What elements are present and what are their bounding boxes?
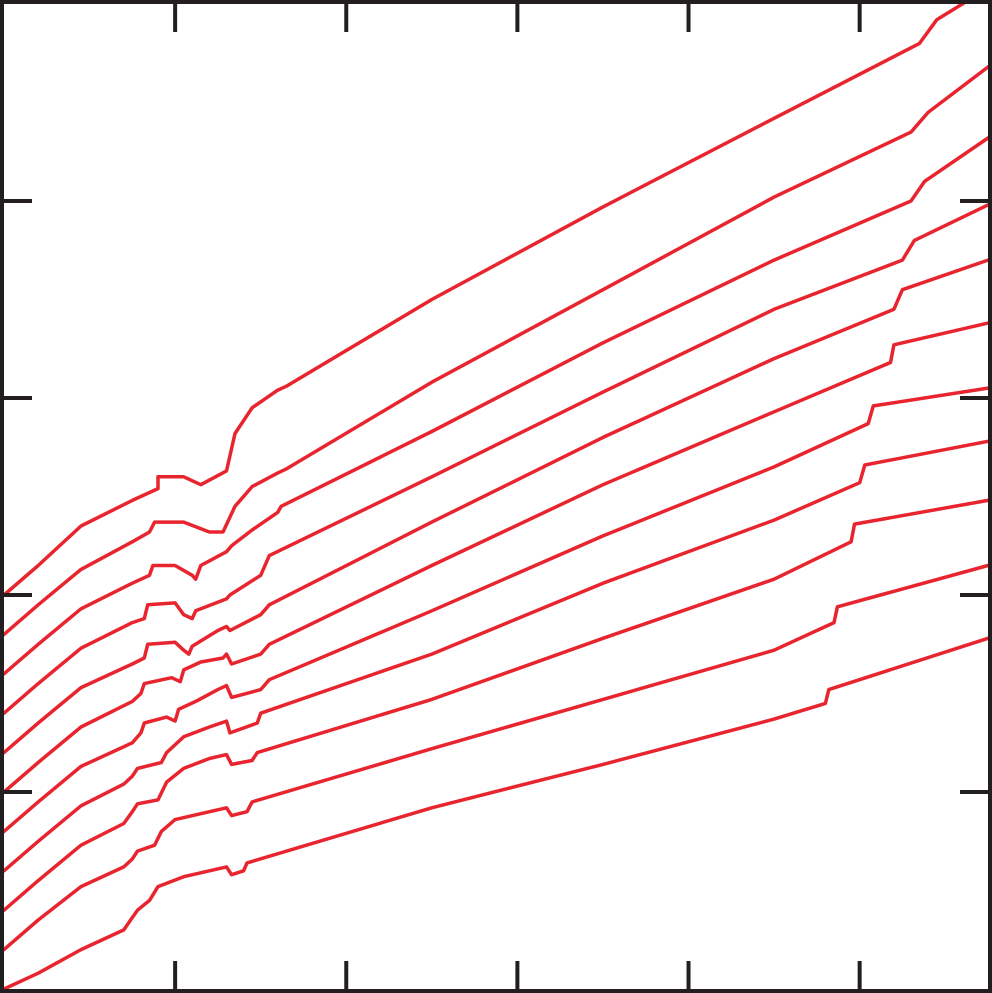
series-line-9: [2, 498, 990, 912]
series-line-8: [2, 439, 990, 873]
series-line-10: [2, 563, 990, 952]
series-line-1: [2, 0, 973, 597]
series-line-2: [2, 65, 990, 637]
series-line-3: [2, 136, 990, 676]
axis-ticks: [4, 4, 988, 989]
series-line-4: [2, 203, 990, 715]
series-line-7: [2, 386, 990, 834]
series-line-6: [2, 321, 990, 794]
series-line-5: [2, 258, 990, 755]
series-line-11: [2, 636, 990, 991]
